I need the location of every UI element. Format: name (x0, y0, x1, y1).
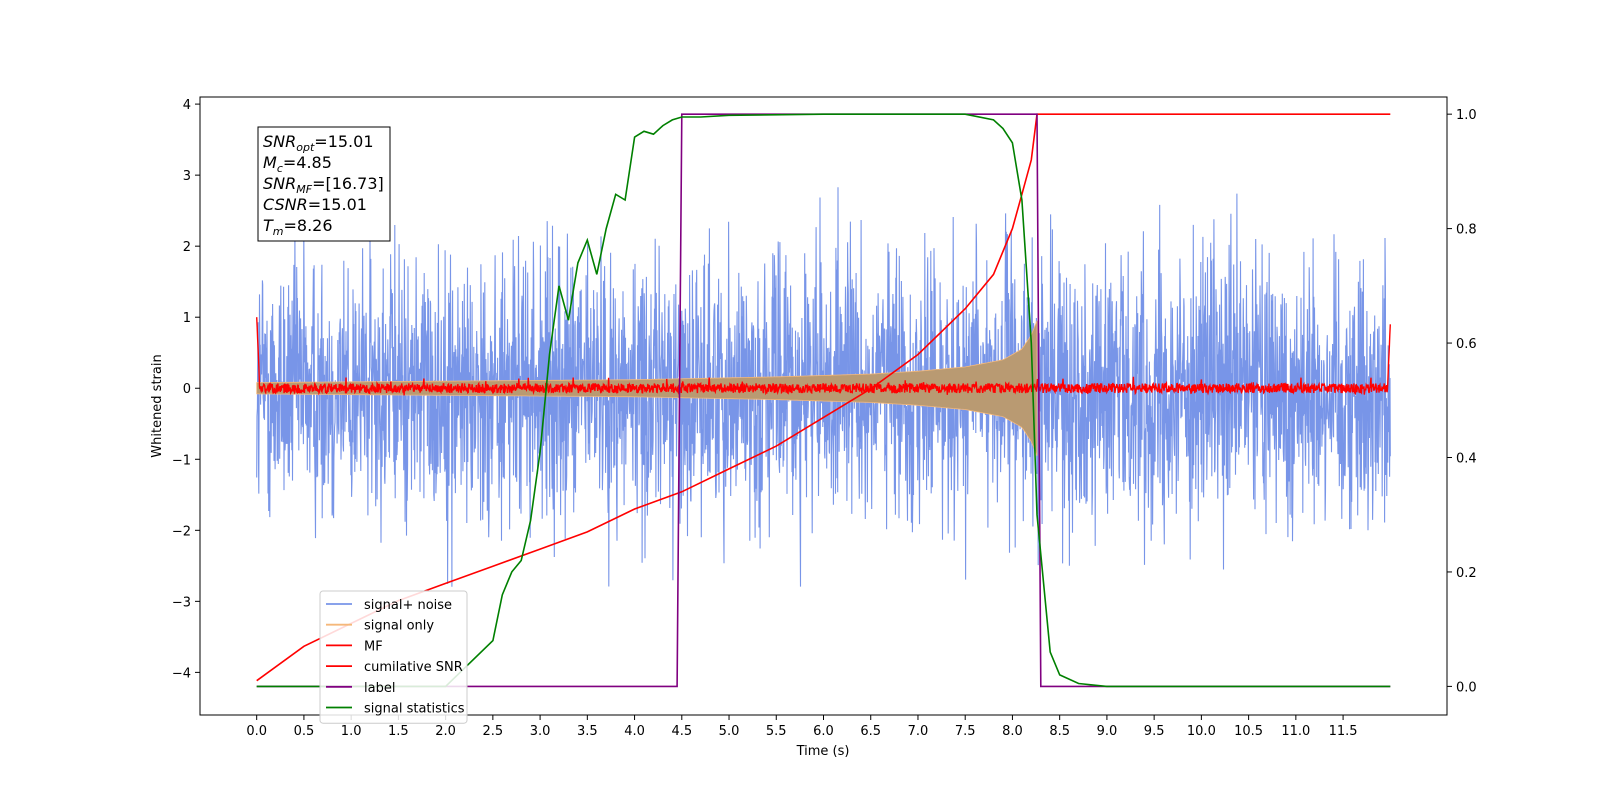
x-tick-label: 1.0 (341, 724, 362, 739)
annotation-line: Tm=8.26 (263, 216, 333, 238)
x-tick-label: 9.0 (1097, 724, 1118, 739)
x-tick-label: 4.0 (624, 724, 645, 739)
series-layer (256, 113, 1391, 688)
annotation-symbol: CSNR (263, 195, 308, 214)
y-tick-label: −3 (172, 595, 191, 610)
x-tick-label: 8.0 (1002, 724, 1023, 739)
annotation-subscript: m (273, 225, 284, 238)
legend-entry: label (364, 681, 395, 696)
x-tick-label: 1.5 (388, 724, 409, 739)
y-tick-label: 3 (183, 169, 191, 184)
annotation-value: =15.01 (314, 132, 373, 151)
y-tick-label: −1 (172, 453, 191, 468)
legend-frame (319, 590, 468, 724)
x-tick-label: 10.5 (1234, 724, 1263, 739)
annotation-value: =15.01 (308, 195, 367, 214)
legend: signal+ noise signal only MF cumilative SNR… (319, 590, 468, 724)
annotation-line: SNRopt=15.01 (263, 132, 374, 154)
annotation-value: =8.26 (284, 216, 333, 235)
y2-tick-label: 0.8 (1456, 223, 1477, 238)
y-tick-label: −4 (172, 666, 191, 681)
legend-entry: signal statistics (364, 702, 465, 717)
y-tick-label: 4 (183, 98, 191, 113)
series-signal-statistics (256, 113, 1391, 688)
x-tick-label: 8.5 (1049, 724, 1070, 739)
annotation-value: =[16.73] (312, 174, 384, 193)
x-tick-label: 9.5 (1144, 724, 1165, 739)
annotation-symbol: T (263, 216, 274, 235)
legend-entry: signal+ noise (364, 598, 452, 613)
annotation-line: CSNR=15.01 (263, 195, 367, 214)
y2-tick-label: 0.0 (1456, 680, 1477, 695)
y-tick-label: −2 (172, 524, 191, 539)
x-tick-label: 5.5 (766, 724, 787, 739)
x-tick-label: 5.0 (719, 724, 740, 739)
x-tick-label: 11.0 (1281, 724, 1310, 739)
annotation-subscript: MF (296, 183, 312, 196)
annotation-box: SNRopt=15.01Mc=4.85SNRMF=[16.73]CSNR=15.… (257, 126, 391, 242)
series-mf (256, 317, 1391, 396)
annotation-value: =4.85 (283, 153, 332, 172)
x-tick-label: 2.0 (435, 724, 456, 739)
y-axis-label: Whitened strain (150, 354, 165, 457)
x-tick-label: 4.5 (671, 724, 692, 739)
x-tick-label: 7.5 (955, 724, 976, 739)
y2-tick-label: 0.4 (1456, 452, 1477, 467)
y-tick-label: 1 (183, 311, 191, 326)
annotation-subscript: c (277, 162, 283, 175)
y-tick-label: 0 (183, 382, 191, 397)
series-signal-noise (256, 187, 1391, 587)
annotation-symbol: SNR (263, 174, 296, 193)
x-tick-label: 3.5 (577, 724, 598, 739)
x-tick-label: 3.0 (530, 724, 551, 739)
legend-entry: cumilative SNR (364, 660, 463, 675)
y2-tick-label: 0.2 (1456, 566, 1477, 581)
annotation-line: SNRMF=[16.73] (263, 174, 384, 196)
x-tick-label: 7.0 (908, 724, 929, 739)
legend-entry: signal only (364, 619, 434, 634)
x-tick-label: 6.5 (860, 724, 881, 739)
annotation-line: Mc=4.85 (263, 153, 332, 175)
annotation-subscript: opt (296, 141, 315, 154)
x-tick-label: 11.5 (1329, 724, 1358, 739)
x-axis: 0.0 0.5 1.0 1.5 2.0 2.5 3.0 3.5 4.0 4.5 5.0 5.5 6.0 6… (246, 715, 1358, 739)
legend-entry: MF (364, 639, 383, 654)
x-axis-label: Time (s) (796, 744, 850, 759)
x-tick-label: 10.0 (1187, 724, 1216, 739)
y-tick-label: 2 (183, 240, 191, 255)
annotation-symbol: M (263, 153, 277, 172)
annotation-frame (257, 126, 391, 242)
y2-tick-label: 0.6 (1456, 337, 1477, 352)
annotation-symbol: SNR (263, 132, 296, 151)
y-axis-right: 1.0 0.8 0.6 0.4 0.2 0.0 (1447, 108, 1477, 695)
y2-tick-label: 1.0 (1456, 108, 1477, 123)
x-tick-label: 0.5 (294, 724, 315, 739)
x-tick-label: 0.0 (246, 724, 267, 739)
x-tick-label: 2.5 (483, 724, 504, 739)
x-tick-label: 6.0 (813, 724, 834, 739)
y-axis-left: 4 3 2 1 0 −1 −2 −3 −4 (172, 98, 200, 681)
